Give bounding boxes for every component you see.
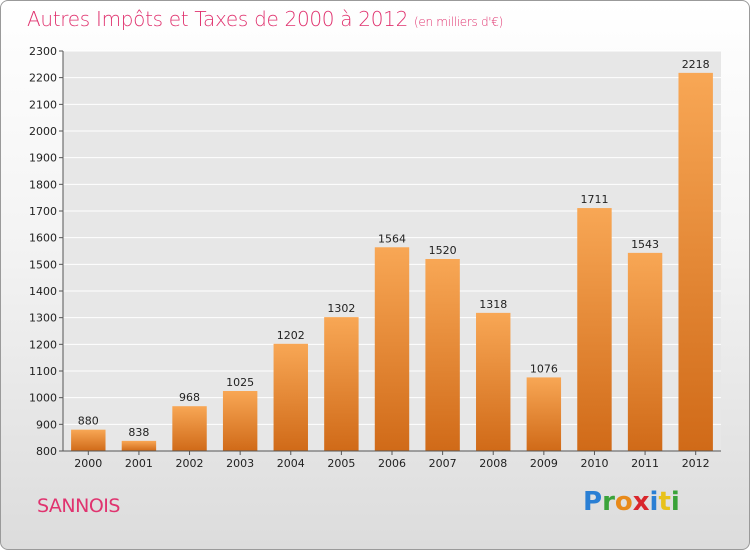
x-tick-label: 2007: [429, 457, 457, 470]
x-tick-label: 2000: [74, 457, 102, 470]
bar: [577, 208, 612, 451]
proxiti-logo: Proxiti: [583, 487, 680, 517]
y-tick-label: 2100: [29, 98, 57, 111]
data-label: 1202: [277, 329, 305, 342]
data-label: 880: [78, 415, 99, 428]
logo-letter: i: [649, 487, 659, 517]
data-label: 1711: [580, 193, 608, 206]
y-tick-label: 2000: [29, 125, 57, 138]
chart-title-text: Autres Impôts et Taxes de 2000 à 2012: [27, 7, 408, 31]
chart-unit: (en milliers d'€): [414, 15, 504, 29]
commune-name: SANNOIS: [37, 495, 120, 517]
data-label: 968: [179, 391, 200, 404]
y-tick-label: 1600: [29, 232, 57, 245]
data-label: 1025: [226, 376, 254, 389]
x-tick-label: 2012: [682, 457, 710, 470]
data-label: 1302: [327, 302, 355, 315]
y-tick-label: 1400: [29, 285, 57, 298]
data-label: 1520: [429, 244, 457, 257]
logo-letter: P: [583, 487, 603, 517]
logo-letter: r: [602, 487, 615, 517]
x-tick-label: 2009: [530, 457, 558, 470]
y-tick-label: 1200: [29, 338, 57, 351]
bar: [425, 259, 460, 451]
y-tick-label: 1900: [29, 152, 57, 165]
y-tick-label: 1300: [29, 312, 57, 325]
bar: [476, 312, 511, 451]
data-label: 1076: [530, 362, 558, 375]
x-tick-label: 2011: [631, 457, 659, 470]
data-label: 1564: [378, 232, 406, 245]
y-tick-label: 2300: [29, 45, 57, 58]
logo-letter: o: [614, 487, 633, 517]
x-tick-label: 2002: [176, 457, 204, 470]
logo-letter: x: [632, 487, 650, 517]
bar: [526, 377, 562, 451]
bar: [222, 391, 258, 451]
data-label: 1318: [479, 298, 507, 311]
bar: [374, 247, 410, 451]
bar: [71, 429, 106, 451]
x-tick-label: 2010: [580, 457, 608, 470]
bar: [273, 343, 308, 451]
bar: [678, 72, 713, 451]
bar: [172, 406, 207, 451]
y-tick-label: 800: [36, 445, 57, 458]
x-tick-label: 2003: [226, 457, 254, 470]
x-tick-label: 2008: [479, 457, 507, 470]
chart-title: Autres Impôts et Taxes de 2000 à 2012 (en…: [27, 7, 503, 31]
x-tick-label: 2004: [277, 457, 305, 470]
x-tick-label: 2006: [378, 457, 406, 470]
y-tick-label: 1100: [29, 365, 57, 378]
data-label: 2218: [682, 58, 710, 71]
y-tick-label: 1500: [29, 258, 57, 271]
y-tick-label: 1800: [29, 178, 57, 191]
y-tick-label: 1000: [29, 392, 57, 405]
bar: [121, 440, 157, 451]
x-tick-label: 2001: [125, 457, 153, 470]
y-tick-label: 2200: [29, 72, 57, 85]
logo-letter: i: [670, 487, 680, 517]
y-tick-label: 1700: [29, 205, 57, 218]
logo-letter: t: [658, 487, 671, 517]
data-label: 838: [128, 426, 149, 439]
y-tick-label: 900: [36, 418, 57, 431]
x-tick-label: 2005: [327, 457, 355, 470]
bar: [627, 252, 663, 451]
data-label: 1543: [631, 238, 659, 251]
bar: [324, 317, 359, 451]
